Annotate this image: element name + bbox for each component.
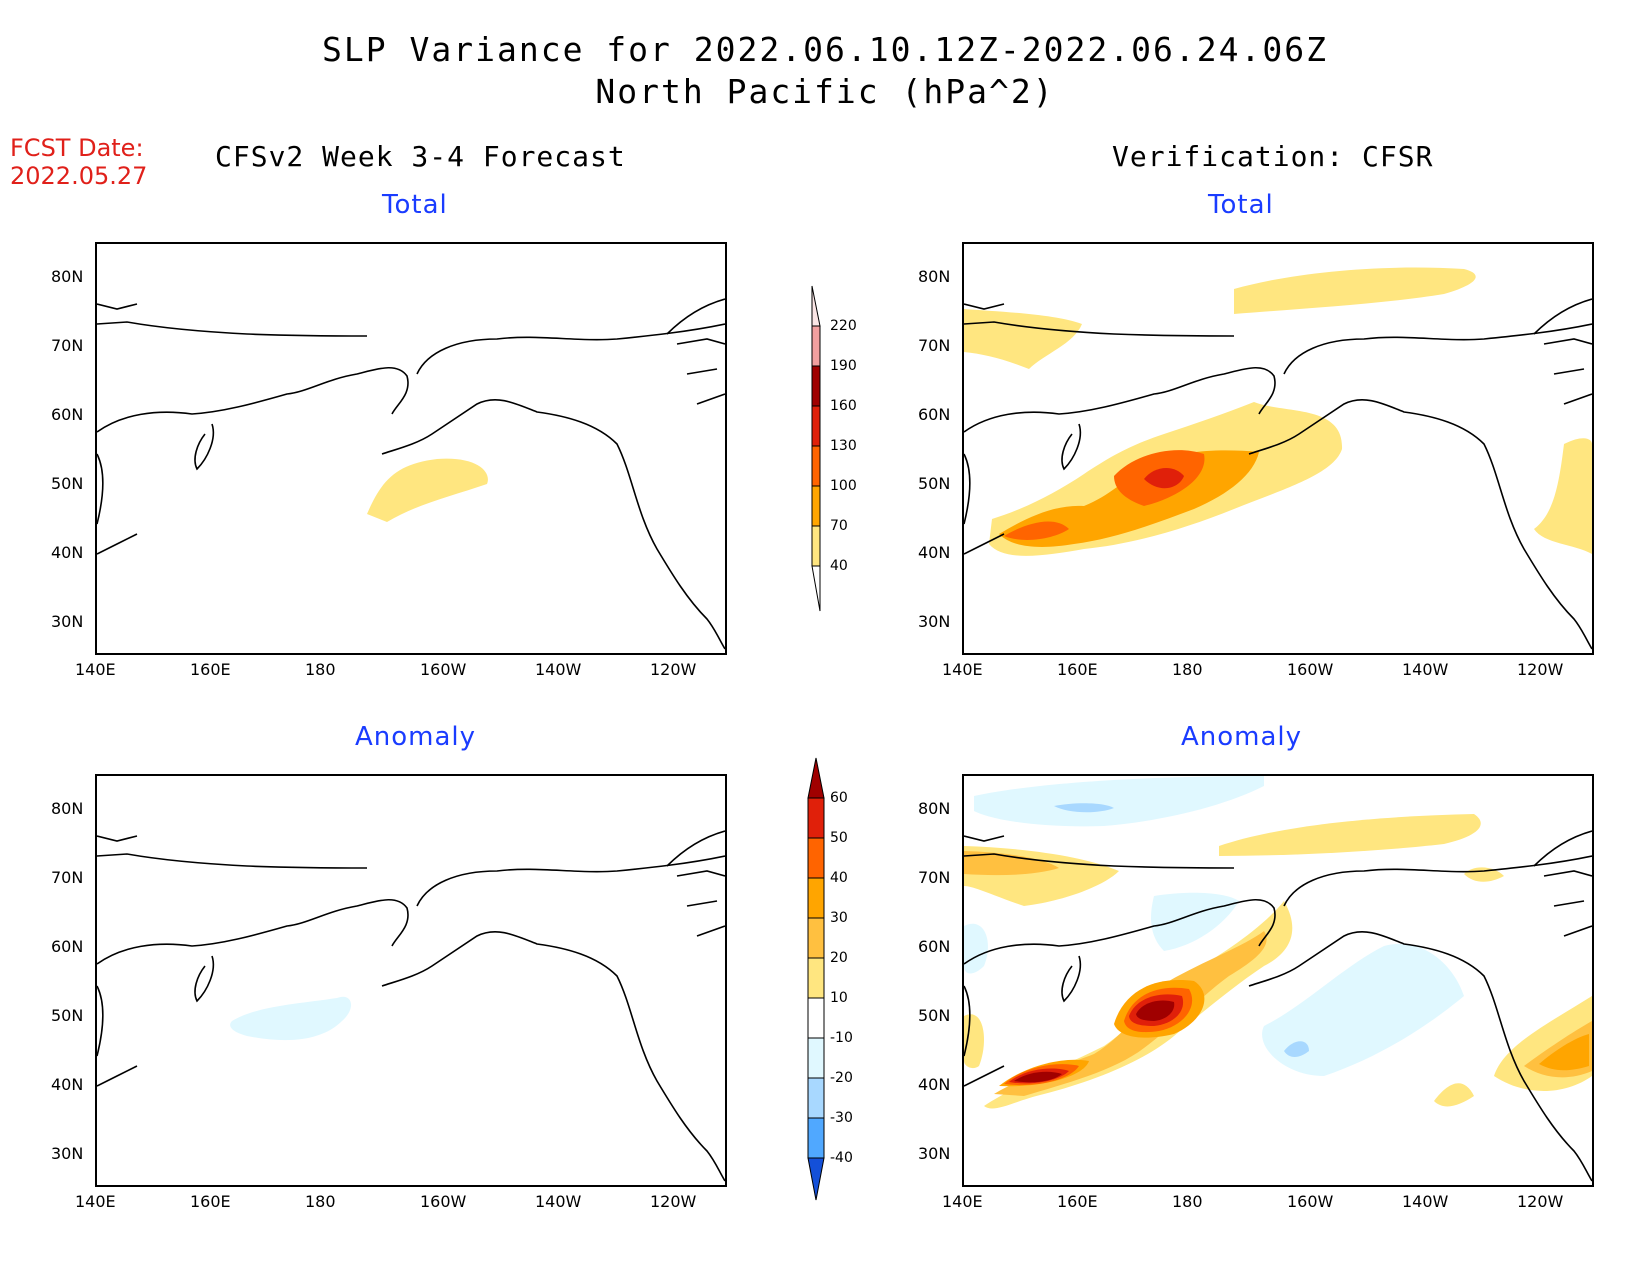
lon-tick-label: 160E — [190, 1192, 231, 1211]
coastline — [964, 830, 1592, 1182]
lat-tick-label: 60N — [51, 937, 84, 956]
lat-tick-label: 80N — [51, 267, 84, 286]
map-verification-total — [962, 242, 1594, 655]
lon-tick-label: 180 — [305, 660, 336, 679]
coastline — [97, 830, 725, 1182]
colorbar-total-label: 160 — [830, 398, 857, 414]
right-column-title: Verification: CFSR — [1112, 140, 1434, 173]
lon-tick-label: 140W — [1402, 1192, 1449, 1211]
colorbar-anomaly-label: 60 — [830, 790, 848, 806]
left-anomaly-label: Anomaly — [355, 722, 477, 752]
lat-tick-label: 60N — [918, 405, 951, 424]
lat-tick-label: 60N — [918, 937, 951, 956]
colorbar-total-box-40 — [811, 525, 821, 567]
contour-40-70 — [367, 458, 488, 522]
lat-tick-label: 40N — [51, 1075, 84, 1094]
colorbar-total-label: 40 — [830, 558, 848, 574]
colorbar-total-box-190 — [811, 325, 821, 367]
lat-tick-label: 70N — [51, 336, 84, 355]
fcst-date-label: FCST Date: — [10, 134, 144, 162]
lat-tick-label: 80N — [918, 799, 951, 818]
colorbar-total-label: 220 — [830, 318, 857, 334]
lon-tick-label: 120W — [1517, 660, 1564, 679]
fcst-date-value: 2022.05.27 — [10, 162, 148, 190]
map-forecast-total — [95, 242, 727, 655]
colorbar-anomaly-label: 10 — [830, 990, 848, 1006]
lat-tick-label: 70N — [51, 868, 84, 887]
lat-tick-label: 30N — [918, 1144, 951, 1163]
lat-tick-label: 40N — [918, 543, 951, 562]
left-total-label: Total — [382, 190, 448, 220]
lat-tick-label: 40N — [918, 1075, 951, 1094]
map-forecast-anomaly — [95, 774, 727, 1187]
lon-tick-label: 140W — [535, 1192, 582, 1211]
colorbar-anomaly-label: -30 — [830, 1110, 853, 1126]
right-anomaly-label: Anomaly — [1181, 722, 1303, 752]
colorbar-total-box-130 — [811, 405, 821, 447]
colorbar-anomaly-label: 50 — [830, 830, 848, 846]
lon-tick-label: 180 — [1172, 1192, 1203, 1211]
colorbar-total-box-160 — [811, 365, 821, 407]
colorbar-anomaly-label: 20 — [830, 950, 848, 966]
lon-tick-label: 120W — [650, 660, 697, 679]
colorbar-anomaly — [806, 757, 826, 1202]
lat-tick-label: 40N — [51, 543, 84, 562]
coastline — [964, 298, 1592, 650]
lon-tick-label: 160W — [1287, 1192, 1334, 1211]
lon-tick-label: 160E — [1057, 1192, 1098, 1211]
colorbar-total-box-100 — [811, 445, 821, 487]
map-verification-anomaly — [962, 774, 1594, 1187]
lon-tick-label: 160W — [420, 660, 467, 679]
lat-tick-label: 30N — [918, 612, 951, 631]
colorbar-anomaly-label: -20 — [830, 1070, 853, 1086]
lat-tick-label: 80N — [51, 799, 84, 818]
lat-tick-label: 70N — [918, 336, 951, 355]
lat-tick-label: 50N — [918, 474, 951, 493]
lon-tick-label: 140E — [942, 660, 983, 679]
colorbar-total-label: 130 — [830, 438, 857, 454]
lon-tick-label: 120W — [650, 1192, 697, 1211]
main-title-line1: SLP Variance for 2022.06.10.12Z-2022.06.… — [322, 30, 1328, 69]
lat-tick-label: 30N — [51, 612, 84, 631]
lon-tick-label: 160W — [420, 1192, 467, 1211]
lon-tick-label: 160W — [1287, 660, 1334, 679]
lat-tick-label: 30N — [51, 1144, 84, 1163]
right-total-label: Total — [1208, 190, 1274, 220]
colorbar-anomaly-label: 40 — [830, 870, 848, 886]
lon-tick-label: 140W — [535, 660, 582, 679]
colorbar-total — [806, 285, 826, 616]
colorbar-anomaly-label: 30 — [830, 910, 848, 926]
contour-above-60 — [1014, 1000, 1175, 1083]
lat-tick-label: 50N — [918, 1006, 951, 1025]
colorbar-total-box-70 — [811, 485, 821, 527]
contour-neg20-neg30 — [1054, 803, 1309, 1057]
colorbar-total-label: 100 — [830, 478, 857, 494]
lon-tick-label: 180 — [305, 1192, 336, 1211]
lon-tick-label: 140E — [942, 1192, 983, 1211]
colorbar-anomaly-label: -40 — [830, 1150, 853, 1166]
lat-tick-label: 50N — [51, 474, 84, 493]
coastline — [97, 298, 725, 650]
colorbar-total-label: 70 — [830, 518, 848, 534]
lat-tick-label: 60N — [51, 405, 84, 424]
lat-tick-label: 50N — [51, 1006, 84, 1025]
left-column-title: CFSv2 Week 3-4 Forecast — [215, 140, 626, 173]
contour-neg10-neg20 — [964, 776, 1464, 1076]
lon-tick-label: 140W — [1402, 660, 1449, 679]
lat-tick-label: 80N — [918, 267, 951, 286]
lon-tick-label: 180 — [1172, 660, 1203, 679]
main-title-line2: North Pacific (hPa^2) — [595, 72, 1055, 111]
colorbar-total-label: 190 — [830, 358, 857, 374]
lon-tick-label: 140E — [75, 660, 116, 679]
lon-tick-label: 120W — [1517, 1192, 1564, 1211]
lat-tick-label: 70N — [918, 868, 951, 887]
lon-tick-label: 160E — [1057, 660, 1098, 679]
lon-tick-label: 140E — [75, 1192, 116, 1211]
contour-130-160 — [1144, 468, 1184, 489]
contour-neg10-neg20 — [230, 996, 352, 1041]
lon-tick-label: 160E — [190, 660, 231, 679]
colorbar-anomaly-label: -10 — [830, 1030, 853, 1046]
